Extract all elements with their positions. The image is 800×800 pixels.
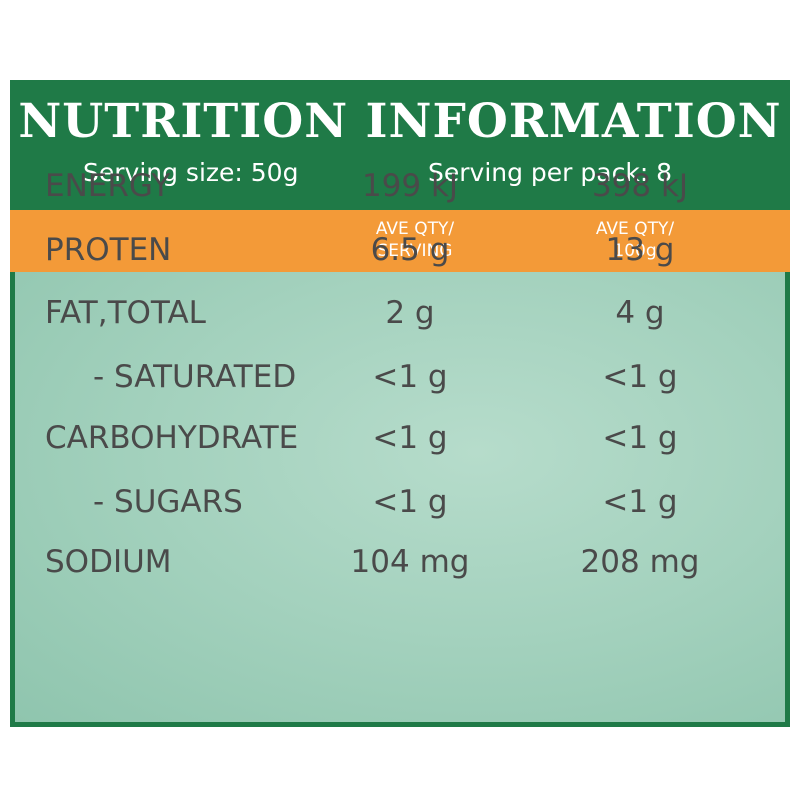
row-value: 208 mg: [580, 544, 700, 580]
row-value: 398 kJ: [591, 168, 689, 204]
title: NUTRITION INFORMATION: [18, 94, 782, 149]
row-value: <1 g: [372, 420, 448, 456]
row-value: 6.5 g: [370, 232, 450, 268]
row-value: <1 g: [602, 484, 678, 520]
row-label: CARBOHYDRATE: [45, 420, 299, 456]
row-label: ENERGY: [45, 168, 171, 204]
row-label: - SATURATED: [93, 359, 297, 395]
column-header: AVE QTY/ 100g: [595, 219, 675, 261]
nutrition-panel: NUTRITION INFORMATION Serving size: 50g …: [10, 80, 790, 727]
row-label: FAT,TOTAL: [45, 295, 206, 331]
row-value: <1 g: [372, 484, 448, 520]
column-header: AVE QTY/ SERVING: [375, 219, 455, 261]
row-label: - SUGARS: [93, 484, 243, 520]
row-value: <1 g: [602, 420, 678, 456]
row-label: PROTEN: [45, 232, 172, 268]
servings-per-pack: Serving per pack: 8: [428, 158, 673, 187]
row-value: 4 g: [615, 295, 665, 331]
row-value: 13 g: [605, 232, 675, 268]
row-label: SODIUM: [45, 544, 172, 580]
row-value: 199 kJ: [361, 168, 459, 204]
row-value: 104 mg: [350, 544, 470, 580]
serving-size: Serving size: 50g: [83, 158, 299, 187]
row-value: <1 g: [602, 359, 678, 395]
row-value: <1 g: [372, 359, 448, 395]
header: NUTRITION INFORMATION Serving size: 50g …: [10, 80, 790, 210]
row-value: 2 g: [385, 295, 435, 331]
column-header-band: AVE QTY/ SERVING AVE QTY/ 100g: [10, 210, 790, 272]
table-body: ENERGY 199 kJ 398 kJ PROTEN 6.5 g 13 g FAT,TOT…: [15, 168, 785, 722]
